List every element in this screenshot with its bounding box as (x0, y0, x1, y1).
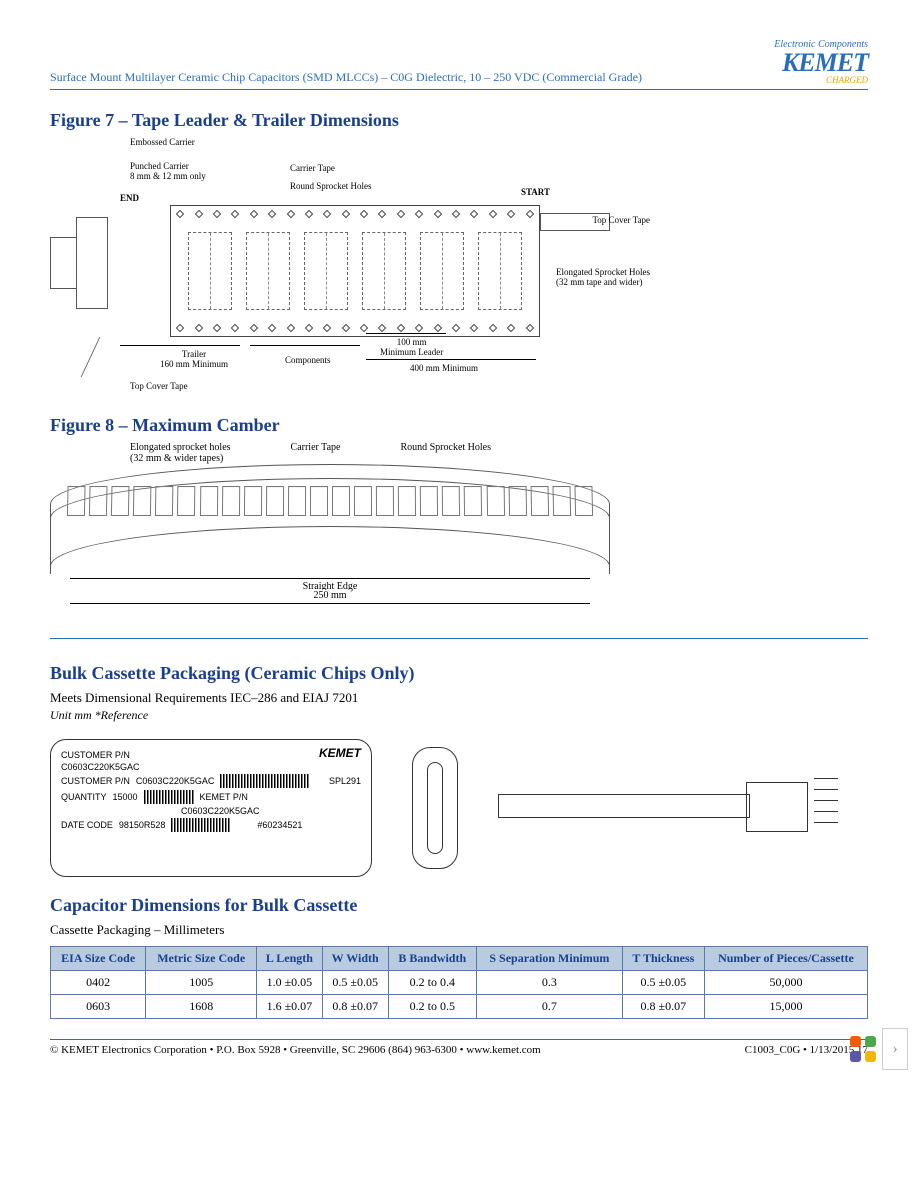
petal (850, 1051, 861, 1062)
petal (850, 1036, 861, 1047)
page-nav: › (850, 1028, 908, 1070)
viewer-logo-icon[interactable] (850, 1036, 876, 1062)
cassette-label: KEMET CUSTOMER P/N C0603C220K5GAC CUSTOM… (50, 739, 372, 877)
label-250mm: 250 mm (309, 590, 350, 601)
label-elong-8: Elongated sprocket holes (32 mm & wider … (130, 442, 231, 464)
dimensions-table: EIA Size Code Metric Size Code L Length … (50, 946, 868, 1019)
footer-left: © KEMET Electronics Corporation • P.O. B… (50, 1044, 541, 1056)
cell: 0.8 ±0.07 (622, 995, 704, 1019)
cassette-side-view (412, 747, 458, 869)
next-page-button[interactable]: › (882, 1028, 908, 1070)
col-eia: EIA Size Code (51, 947, 146, 971)
label-end: END (120, 193, 139, 203)
label-leader-100: 100 mm Minimum Leader (380, 337, 443, 357)
figure-7-diagram: Embossed Carrier Punched Carrier 8 mm & … (50, 137, 610, 397)
cust-pn-label: CUSTOMER P/N (61, 750, 130, 760)
cust-pn-value: C0603C220K5GAC (61, 762, 140, 772)
cell: 1608 (146, 995, 257, 1019)
barcode-1 (220, 774, 310, 788)
label-punched: Punched Carrier 8 mm & 12 mm only (130, 161, 206, 181)
cell: 0603 (51, 995, 146, 1019)
label-trailer: Trailer 160 mm Minimum (160, 349, 228, 369)
page-footer: © KEMET Electronics Corporation • P.O. B… (50, 1039, 868, 1056)
cell: 1005 (146, 971, 257, 995)
petal (865, 1036, 876, 1047)
lot-value: #60234521 (257, 820, 302, 830)
kpn-label: KEMET P/N (200, 792, 248, 802)
petal (865, 1051, 876, 1062)
date-value: 98150R528 (119, 820, 166, 830)
cell: 0.2 to 0.4 (388, 971, 476, 995)
label-brand: KEMET (319, 746, 361, 760)
label-embossed: Embossed Carrier (130, 137, 195, 147)
col-width: W Width (322, 947, 388, 971)
col-bandwidth: B Bandwidth (388, 947, 476, 971)
col-thickness: T Thickness (622, 947, 704, 971)
barcode-2 (144, 790, 194, 804)
cassette-profile (498, 768, 838, 848)
kemet-logo: Electronic Components KEMET CHARGED (774, 40, 868, 85)
logo-tagline: CHARGED (774, 76, 868, 85)
kpn-value: C0603C220K5GAC (181, 806, 260, 816)
cell: 0.8 ±0.07 (322, 995, 388, 1019)
cell: 15,000 (704, 995, 867, 1019)
label-round-holes: Round Sprocket Holes (290, 181, 372, 191)
col-length: L Length (257, 947, 323, 971)
cell: 1.0 ±0.05 (257, 971, 323, 995)
date-label: DATE CODE (61, 820, 113, 830)
label-carrier-tape: Carrier Tape (290, 163, 335, 173)
table-row: 0402 1005 1.0 ±0.05 0.5 ±0.05 0.2 to 0.4… (51, 971, 868, 995)
dims-subtitle: Cassette Packaging – Millimeters (50, 922, 868, 938)
cell: 0.2 to 0.5 (388, 995, 476, 1019)
cell: 1.6 ±0.07 (257, 995, 323, 1019)
cust-pn2-label: CUSTOMER P/N (61, 776, 130, 786)
label-top-cover-2: Top Cover Tape (130, 381, 188, 391)
cell: 0402 (51, 971, 146, 995)
cassette-diagram: KEMET CUSTOMER P/N C0603C220K5GAC CUSTOM… (50, 739, 868, 877)
barcode-3 (171, 818, 231, 832)
col-pieces: Number of Pieces/Cassette (704, 947, 867, 971)
logo-name: KEMET (774, 50, 868, 76)
figure-8-title: Figure 8 – Maximum Camber (50, 415, 868, 436)
page-header: Surface Mount Multilayer Ceramic Chip Ca… (50, 40, 868, 90)
cell: 0.5 ±0.05 (622, 971, 704, 995)
cust-pn2-value: C0603C220K5GAC (136, 776, 215, 786)
label-start: START (521, 187, 550, 197)
label-top-cover: Top Cover Tape (592, 215, 650, 225)
qty-label: QUANTITY (61, 792, 107, 802)
bulk-subtitle: Meets Dimensional Requirements IEC–286 a… (50, 690, 868, 706)
qty-value: 15000 (113, 792, 138, 802)
cell: 0.3 (477, 971, 623, 995)
label-carrier-8: Carrier Tape (291, 442, 341, 464)
bulk-title: Bulk Cassette Packaging (Ceramic Chips O… (50, 663, 868, 684)
figure-8-diagram: Elongated sprocket holes (32 mm & wider … (50, 442, 610, 614)
label-components: Components (285, 355, 331, 365)
col-separation: S Separation Minimum (477, 947, 623, 971)
section-divider (50, 638, 868, 639)
label-round-8: Round Sprocket Holes (400, 442, 491, 464)
table-row: 0603 1608 1.6 ±0.07 0.8 ±0.07 0.2 to 0.5… (51, 995, 868, 1019)
cell: 0.7 (477, 995, 623, 1019)
figure-7-title: Figure 7 – Tape Leader & Trailer Dimensi… (50, 110, 868, 131)
label-leader-400: 400 mm Minimum (410, 363, 478, 373)
dims-title: Capacitor Dimensions for Bulk Cassette (50, 895, 868, 916)
cell: 0.5 ±0.05 (322, 971, 388, 995)
cell: 50,000 (704, 971, 867, 995)
label-elong-holes: Elongated Sprocket Holes (32 mm tape and… (556, 267, 650, 287)
spl-code: SPL291 (329, 776, 361, 786)
doc-title: Surface Mount Multilayer Ceramic Chip Ca… (50, 70, 642, 85)
col-metric: Metric Size Code (146, 947, 257, 971)
unit-note: Unit mm *Reference (50, 708, 868, 723)
